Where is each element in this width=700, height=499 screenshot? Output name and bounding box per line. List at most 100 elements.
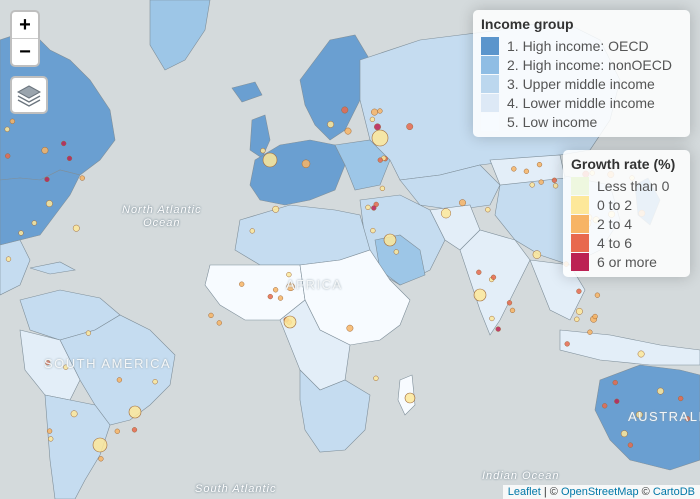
city-marker[interactable] — [260, 148, 266, 154]
city-marker[interactable] — [18, 230, 24, 236]
city-marker[interactable] — [383, 233, 397, 247]
city-marker[interactable] — [45, 360, 51, 366]
city-marker[interactable] — [277, 295, 284, 301]
city-marker[interactable] — [272, 205, 280, 213]
city-marker[interactable] — [678, 395, 684, 402]
city-marker[interactable] — [128, 405, 142, 419]
city-marker[interactable] — [61, 140, 67, 147]
city-marker[interactable] — [249, 228, 255, 234]
city-marker[interactable] — [523, 168, 530, 174]
layers-control[interactable] — [10, 76, 48, 114]
city-marker[interactable] — [98, 456, 104, 462]
city-marker[interactable] — [371, 108, 378, 116]
city-marker[interactable] — [374, 123, 381, 131]
city-marker[interactable] — [377, 157, 383, 163]
city-marker[interactable] — [575, 307, 583, 315]
city-marker[interactable] — [301, 159, 311, 169]
city-marker[interactable] — [286, 271, 292, 278]
city-marker[interactable] — [377, 108, 383, 114]
city-marker[interactable] — [538, 179, 544, 185]
city-marker[interactable] — [506, 300, 513, 306]
city-marker[interactable] — [393, 249, 399, 255]
city-marker[interactable] — [72, 224, 80, 232]
city-marker[interactable] — [657, 387, 664, 395]
city-marker[interactable] — [473, 288, 487, 302]
city-marker[interactable] — [239, 281, 245, 287]
city-marker[interactable] — [92, 437, 108, 453]
city-marker[interactable] — [208, 312, 214, 319]
osm-link[interactable]: OpenStreetMap — [560, 486, 639, 498]
city-marker[interactable] — [440, 208, 452, 219]
city-marker[interactable] — [371, 205, 377, 211]
city-marker[interactable] — [31, 220, 37, 226]
city-marker[interactable] — [9, 118, 16, 124]
city-marker[interactable] — [48, 436, 54, 442]
city-marker[interactable] — [614, 398, 620, 404]
city-marker[interactable] — [511, 166, 517, 172]
city-marker[interactable] — [131, 427, 138, 433]
zoom-in-button[interactable]: + — [19, 14, 31, 36]
city-marker[interactable] — [485, 207, 491, 213]
city-marker[interactable] — [5, 256, 12, 262]
city-marker[interactable] — [529, 182, 535, 188]
city-marker[interactable] — [574, 316, 580, 322]
city-marker[interactable] — [369, 116, 376, 123]
city-marker[interactable] — [637, 350, 645, 358]
city-marker[interactable] — [152, 379, 158, 385]
city-marker[interactable] — [564, 341, 570, 347]
city-marker[interactable] — [602, 403, 608, 409]
city-marker[interactable] — [116, 377, 123, 383]
cartodb-link[interactable]: CartoDB — [652, 486, 695, 498]
city-marker[interactable] — [286, 282, 295, 292]
city-marker[interactable] — [85, 330, 92, 336]
city-marker[interactable] — [262, 152, 278, 168]
city-marker[interactable] — [344, 127, 352, 135]
city-marker[interactable] — [46, 428, 53, 434]
leaflet-link[interactable]: Leaflet — [507, 486, 541, 498]
city-marker[interactable] — [620, 430, 628, 438]
city-marker[interactable] — [283, 315, 297, 329]
city-marker[interactable] — [79, 175, 85, 181]
city-marker[interactable] — [370, 227, 376, 234]
city-marker[interactable] — [552, 183, 559, 189]
city-marker[interactable] — [63, 364, 69, 370]
city-marker[interactable] — [459, 199, 466, 207]
city-marker[interactable] — [509, 307, 516, 314]
city-marker[interactable] — [406, 123, 414, 131]
city-marker[interactable] — [373, 375, 379, 381]
city-marker[interactable] — [684, 416, 691, 422]
city-marker[interactable] — [272, 287, 279, 293]
city-marker[interactable] — [216, 320, 222, 326]
city-marker[interactable] — [627, 442, 634, 448]
city-marker[interactable] — [346, 324, 354, 332]
city-marker[interactable] — [490, 274, 497, 280]
city-marker[interactable] — [536, 161, 543, 168]
city-marker[interactable] — [41, 146, 49, 154]
city-marker[interactable] — [532, 250, 542, 259]
city-marker[interactable] — [576, 288, 582, 294]
city-marker[interactable] — [404, 392, 416, 404]
city-marker[interactable] — [489, 315, 495, 322]
city-marker[interactable] — [587, 329, 593, 335]
city-marker[interactable] — [476, 269, 482, 275]
city-marker[interactable] — [341, 106, 349, 114]
city-marker[interactable] — [5, 153, 11, 159]
zoom-out-button[interactable]: − — [12, 38, 38, 65]
city-marker[interactable] — [45, 200, 53, 208]
city-marker[interactable] — [66, 155, 73, 162]
city-marker[interactable] — [371, 129, 389, 147]
city-marker[interactable] — [551, 177, 558, 183]
city-marker[interactable] — [635, 411, 643, 419]
city-marker[interactable] — [612, 379, 618, 386]
city-marker[interactable] — [327, 120, 335, 128]
city-marker[interactable] — [114, 428, 120, 434]
city-marker[interactable] — [594, 292, 601, 298]
city-marker[interactable] — [373, 201, 379, 208]
city-marker[interactable] — [267, 293, 273, 300]
city-marker[interactable] — [379, 185, 386, 192]
city-marker[interactable] — [592, 313, 598, 320]
city-marker[interactable] — [365, 204, 371, 211]
city-marker[interactable] — [70, 410, 78, 418]
city-marker[interactable] — [495, 326, 501, 332]
